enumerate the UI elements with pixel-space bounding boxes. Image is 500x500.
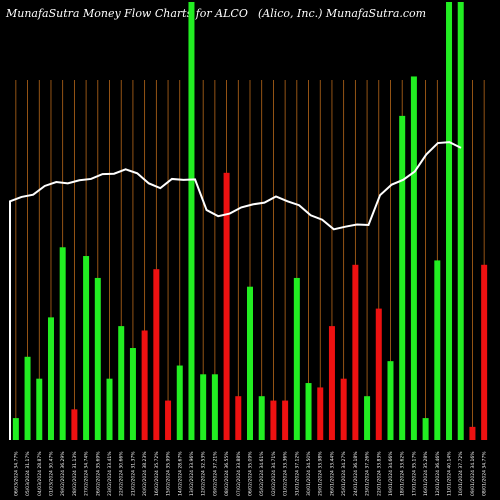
bar <box>422 418 429 440</box>
bar <box>12 418 19 440</box>
bar <box>352 264 359 440</box>
x-tick-label: 16/01/2024 35.28% <box>423 451 429 496</box>
x-tick-label: 20/02/2024 38.23% <box>142 451 148 496</box>
x-tick-label: 26/02/2024 35.69% <box>95 451 101 496</box>
bar <box>293 277 300 440</box>
bar <box>141 330 148 440</box>
x-tick-label: 06/02/2024 35.09% <box>248 451 254 496</box>
bar <box>282 400 289 440</box>
bar <box>36 378 43 440</box>
x-tick-label: 24/01/2024 36.18% <box>353 451 359 496</box>
x-tick-label: 29/01/2024 33.98% <box>318 451 324 496</box>
bar <box>129 348 136 440</box>
bar <box>481 264 488 440</box>
x-tick-label: 05/03/2024 31.17% <box>25 451 31 496</box>
bar <box>375 308 382 440</box>
bar <box>399 115 406 440</box>
x-tick-label: 09/02/2024 37.21% <box>212 451 218 496</box>
x-tick-label: 13/02/2024 33.96% <box>189 451 195 496</box>
bar <box>24 356 31 440</box>
x-tick-label: 04/03/2024 28.87% <box>37 451 43 496</box>
bar <box>469 426 476 440</box>
x-tick-label: 07/02/2024 33.88% <box>236 451 242 496</box>
x-tick-label: 17/01/2024 35.17% <box>411 451 417 496</box>
bar <box>83 256 90 440</box>
bar <box>118 326 125 440</box>
chart-title: MunafaSutra Money Flow Charts for ALCO <box>6 7 248 20</box>
bar <box>270 400 277 440</box>
bar <box>247 286 253 440</box>
bar <box>434 260 441 440</box>
x-tick-label: 16/02/2024 35.72% <box>154 451 160 496</box>
x-tick-label: 19/01/2024 34.66% <box>388 451 394 496</box>
x-tick-label: 25/01/2024 34.27% <box>341 451 347 496</box>
bar <box>317 387 324 440</box>
bar <box>176 365 183 440</box>
x-tick-label: 02/02/2024 34.71% <box>271 451 277 496</box>
x-tick-label: 09/01/2024 34.16% <box>470 451 476 496</box>
x-tick-label: 01/02/2024 33.36% <box>283 451 289 496</box>
x-tick-label: 12/02/2024 32.53% <box>201 451 207 496</box>
bar <box>364 396 371 440</box>
x-tick-label: 23/02/2024 33.41% <box>107 451 113 496</box>
bar <box>165 400 172 440</box>
bar <box>71 409 78 440</box>
x-tick-label: 05/02/2024 34.61% <box>259 451 265 496</box>
bar <box>305 383 312 440</box>
bar <box>223 172 230 440</box>
x-tick-label: 18/01/2024 33.62% <box>400 451 406 496</box>
bar <box>59 247 66 440</box>
x-tick-label: 21/02/2024 31.37% <box>130 451 136 496</box>
x-tick-label: 27/02/2024 34.74% <box>84 451 90 496</box>
x-tick-label: 22/01/2024 33.83% <box>376 451 382 496</box>
x-tick-label: 06/03/2024 34.77% <box>13 451 19 496</box>
x-tick-label: 08/02/2024 36.55% <box>224 451 230 496</box>
bar <box>94 277 101 440</box>
x-tick-label: 12/01/2024 36.46% <box>435 451 441 496</box>
x-tick-label: 28/02/2024 31.13% <box>72 451 78 496</box>
bar <box>387 361 394 440</box>
bar <box>235 396 242 440</box>
bar <box>446 2 453 440</box>
x-tick-label: 01/03/2024 30.47% <box>48 451 54 496</box>
x-tick-label: 08/01/2024 34.77% <box>482 451 488 496</box>
x-tick-label: 23/01/2024 37.26% <box>365 451 371 496</box>
chart-subtitle: (Alico, Inc.) MunafaSutra.com <box>258 7 427 20</box>
x-tick-label: 11/01/2024 40.14% <box>447 451 453 496</box>
bar <box>258 396 265 440</box>
x-tick-label: 26/01/2024 33.44% <box>329 451 335 496</box>
x-tick-label: 14/02/2024 28.67% <box>177 451 183 496</box>
bar <box>153 269 160 440</box>
bar <box>410 76 417 441</box>
bar <box>328 326 335 440</box>
x-tick-label: 15/02/2024 35.99% <box>166 451 172 496</box>
bar <box>211 374 218 440</box>
bar <box>340 378 347 440</box>
bar <box>457 2 464 440</box>
x-tick-label: 30/01/2024 34.50% <box>306 451 312 496</box>
x-tick-label: 22/02/2024 30.66% <box>119 451 125 496</box>
money-flow-line <box>9 141 462 440</box>
bar <box>47 317 54 440</box>
x-tick-label: 29/02/2024 36.29% <box>60 451 66 496</box>
bar <box>200 374 207 440</box>
bar <box>188 2 195 440</box>
bar <box>106 378 113 440</box>
x-tick-label: 31/01/2024 37.12% <box>294 451 300 496</box>
x-tick-label: 10/01/2024 37.72% <box>458 451 464 496</box>
